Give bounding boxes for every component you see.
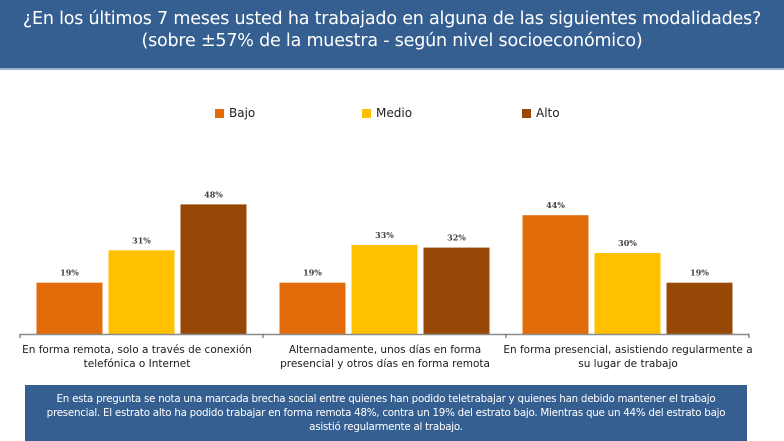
data-label-remota-alto: 48% [204, 189, 223, 199]
page-title: ¿En los últimos 7 meses usted ha trabaja… [22, 9, 762, 51]
bar-presencial-medio [594, 253, 661, 334]
bar-alternada-alto [423, 247, 490, 334]
data-label-presencial-medio: 30% [618, 238, 637, 248]
bar-alternada-bajo [279, 282, 346, 334]
data-label-alternada-bajo: 19% [303, 268, 322, 278]
bar-remota-bajo [36, 282, 103, 334]
bar-remota-medio [108, 250, 175, 334]
bar-presencial-bajo [522, 215, 589, 334]
category-label-presencial: En forma presencial, asistiendo regularm… [503, 344, 753, 370]
legend-swatch-alto [522, 108, 531, 118]
chart-legend: Bajo Medio Alto [0, 106, 784, 122]
data-label-presencial-alto: 19% [690, 268, 709, 278]
data-label-remota-bajo: 19% [60, 268, 79, 278]
category-label-alternada: Alternadamente, unos días en forma prese… [280, 344, 490, 370]
legend-swatch-bajo [215, 108, 224, 118]
summary-text: En esta pregunta se nota una marcada bre… [46, 393, 726, 433]
data-label-alternada-alto: 32% [447, 233, 466, 243]
legend-label-medio: Medio [376, 106, 413, 120]
legend-label-alto: Alto [536, 106, 560, 120]
legend-item-alto: Alto [522, 106, 560, 120]
data-label-presencial-bajo: 44% [546, 200, 565, 210]
legend-swatch-medio [362, 108, 371, 118]
legend-item-bajo: Bajo [215, 106, 255, 120]
legend-label-bajo: Bajo [229, 106, 256, 120]
bar-presencial-alto [666, 282, 733, 334]
data-label-alternada-medio: 33% [375, 230, 394, 240]
bar-remota-alto [180, 204, 247, 334]
summary-banner: En esta pregunta se nota una marcada bre… [25, 385, 747, 441]
title-banner: ¿En los últimos 7 meses usted ha trabaja… [0, 0, 784, 70]
legend-item-medio: Medio [362, 106, 412, 120]
data-label-remota-medio: 31% [132, 235, 151, 245]
category-label-remota: En forma remota, solo a través de conexi… [22, 344, 252, 370]
bar-alternada-medio [351, 244, 418, 334]
